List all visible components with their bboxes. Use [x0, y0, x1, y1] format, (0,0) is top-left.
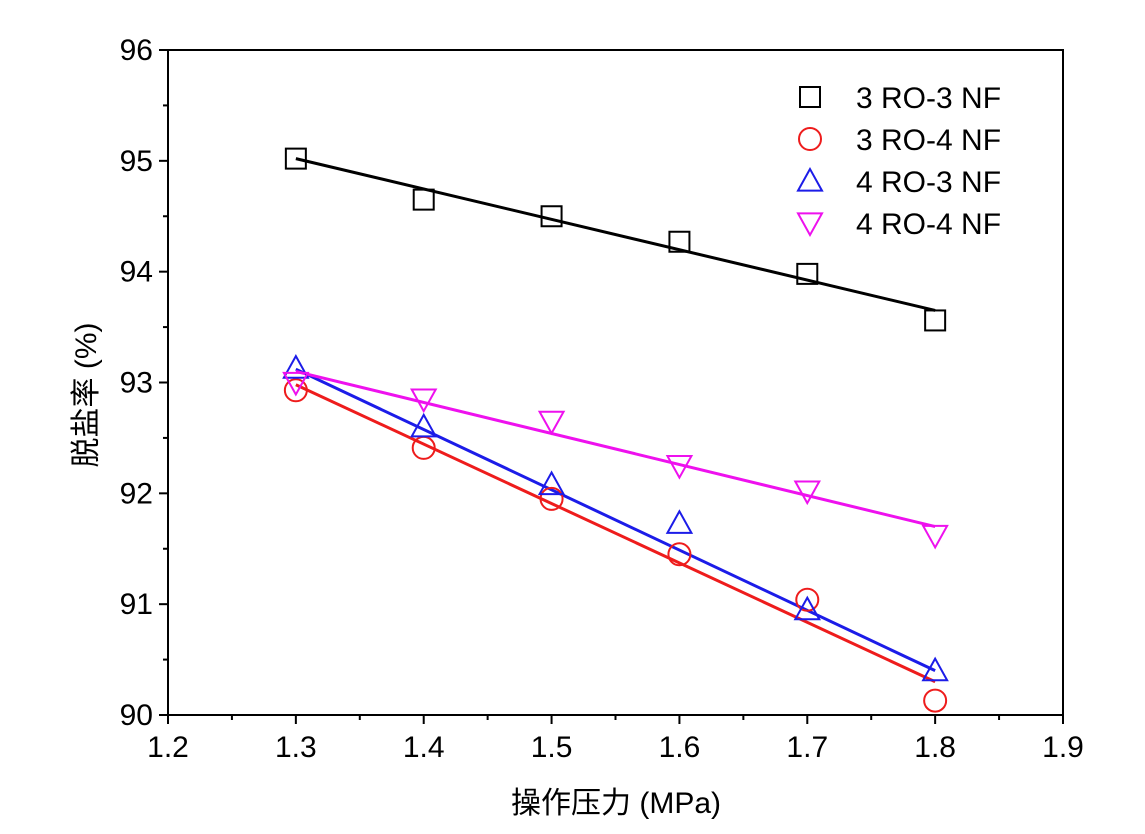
x-axis: 1.2 1.3 1.4 1.5 1.6 1.7 1.8 1.9	[147, 715, 1084, 764]
fit-line-4-ro-3-nf	[295, 367, 936, 673]
data-point-4-ro-4-nf	[665, 455, 694, 480]
legend: 3 RO-3 NF 3 RO-4 NF 4 RO-3 NF 4 RO-4 NF	[796, 82, 1001, 241]
x-tick-label: 1.7	[786, 731, 828, 764]
fit-lines	[295, 157, 936, 684]
y-tick-label: 94	[120, 256, 153, 289]
data-point-3-ro-4-nf	[283, 378, 308, 403]
y-tick-label: 91	[120, 588, 153, 621]
data-point-3-ro-3-nf	[412, 188, 435, 211]
data-point-4-ro-4-nf	[793, 480, 821, 506]
y-tick-label: 90	[120, 699, 153, 732]
data-point-4-ro-3-nf	[410, 412, 438, 438]
data-point-4-ro-3-nf	[665, 509, 694, 534]
data-point-3-ro-3-nf	[796, 262, 819, 285]
data-point-4-ro-4-nf	[410, 388, 438, 414]
fit-line-4-ro-4-nf	[295, 369, 936, 529]
data-point-4-ro-3-nf	[921, 656, 949, 682]
x-tick-label: 1.5	[531, 731, 573, 764]
y-tick-label: 96	[120, 34, 153, 67]
y-axis-label: 脱盐率 (%)	[70, 323, 103, 468]
y-tick-label: 95	[120, 145, 153, 178]
legend-marker	[796, 212, 824, 238]
y-axis: 90 91 92 93 94 95 96	[120, 34, 168, 732]
fit-line-3-ro-3-nf	[295, 157, 936, 312]
legend-label: 3 RO-3 NF	[856, 82, 1001, 115]
x-tick-label: 1.3	[275, 731, 317, 764]
legend-label: 4 RO-3 NF	[856, 166, 1001, 199]
x-tick-label: 1.6	[659, 731, 701, 764]
data-point-4-ro-4-nf	[282, 371, 310, 397]
x-axis-label: 操作压力 (MPa)	[511, 787, 721, 820]
data-markers	[282, 147, 949, 713]
y-tick-label: 92	[120, 477, 153, 510]
legend-marker	[796, 166, 824, 192]
data-point-3-ro-3-nf	[540, 205, 563, 228]
legend-label: 4 RO-4 NF	[856, 208, 1001, 241]
data-point-4-ro-4-nf	[921, 524, 949, 550]
data-point-4-ro-4-nf	[537, 410, 566, 436]
x-tick-label: 1.9	[1042, 731, 1084, 764]
x-tick-label: 1.2	[147, 731, 189, 764]
legend-marker	[798, 127, 822, 151]
data-point-4-ro-3-nf	[537, 470, 566, 496]
data-point-4-ro-3-nf	[793, 595, 821, 621]
data-point-3-ro-3-nf	[284, 147, 307, 170]
fit-line-3-ro-4-nf	[295, 383, 936, 684]
data-point-3-ro-4-nf	[539, 486, 564, 511]
x-tick-label: 1.4	[403, 731, 445, 764]
legend-marker	[799, 86, 821, 108]
y-tick-label: 93	[120, 367, 153, 400]
data-point-3-ro-3-nf	[668, 230, 691, 253]
data-point-3-ro-3-nf	[924, 309, 947, 332]
data-point-3-ro-4-nf	[667, 542, 692, 567]
legend-label: 3 RO-4 NF	[856, 124, 1001, 157]
data-point-4-ro-3-nf	[282, 354, 310, 379]
x-tick-label: 1.8	[914, 731, 956, 764]
data-point-3-ro-4-nf	[795, 587, 820, 612]
data-point-3-ro-4-nf	[923, 688, 948, 713]
